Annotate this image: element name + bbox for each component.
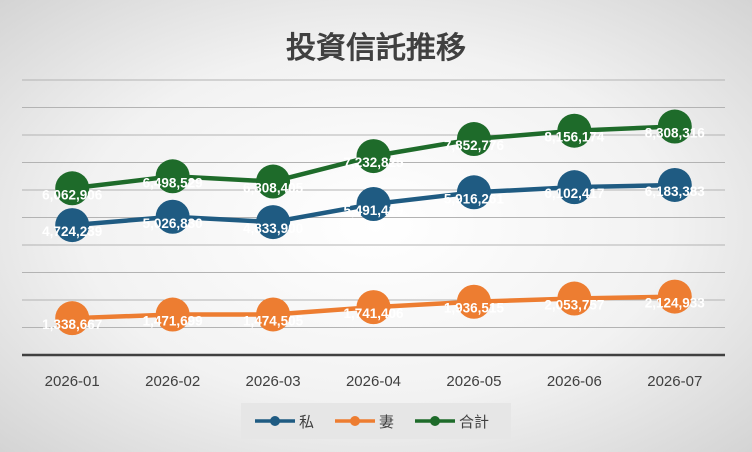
data-label: 6,102,417 — [544, 186, 604, 201]
chart-title: 投資信託推移 — [286, 31, 466, 66]
data-point — [557, 170, 592, 205]
x-tick-label: 2026-04 — [346, 373, 401, 390]
data-point — [155, 159, 190, 194]
data-label: 8,308,316 — [645, 126, 706, 141]
data-label: 6,498,529 — [143, 175, 203, 190]
data-point — [55, 208, 90, 243]
legend-label: 私 — [299, 413, 314, 431]
series-markers — [55, 109, 692, 336]
data-label: 1,338,667 — [42, 317, 102, 332]
data-label: 8,156,174 — [544, 130, 605, 145]
data-point — [657, 167, 692, 202]
data-point — [356, 290, 391, 325]
legend-label: 合計 — [459, 413, 489, 431]
legend-marker-swatch — [430, 416, 440, 426]
data-point — [657, 279, 692, 314]
data-point — [456, 122, 491, 157]
data-label: 4,724,239 — [42, 224, 102, 239]
data-label: 2,053,757 — [544, 298, 604, 313]
data-point — [657, 109, 692, 144]
data-label: 5,491,419 — [343, 203, 403, 218]
data-label: 1,471,699 — [143, 314, 203, 329]
data-label: 1,474,505 — [243, 313, 304, 328]
data-label: 1,936,515 — [444, 301, 505, 316]
data-point — [557, 113, 592, 148]
x-tick-label: 2026-07 — [647, 373, 702, 390]
legend-marker-swatch — [270, 416, 280, 426]
x-tick-label: 2026-01 — [45, 373, 100, 390]
data-labels: 4,724,239 5,026,830 4,833,900 5,491,419 5,91… — [42, 126, 705, 333]
data-point — [456, 175, 491, 210]
data-point — [256, 164, 291, 199]
data-point — [356, 139, 391, 174]
data-label: 5,916,261 — [444, 191, 505, 206]
data-point — [55, 301, 90, 336]
data-label: 7,852,776 — [444, 138, 505, 153]
x-tick-label: 2026-06 — [547, 373, 602, 390]
data-point — [155, 199, 190, 234]
x-tick-label: 2026-05 — [446, 373, 501, 390]
data-label: 5,026,830 — [143, 216, 203, 231]
data-point — [55, 171, 90, 206]
data-label: 7,232,825 — [343, 155, 404, 170]
data-label: 6,062,906 — [42, 187, 103, 202]
legend: 私 妻 合計 — [241, 403, 511, 439]
data-label: 4,833,900 — [243, 221, 303, 236]
data-point — [356, 186, 391, 221]
x-axis: 2026-01 2026-02 2026-03 2026-04 2026-05 2026-… — [22, 353, 725, 390]
x-tick-label: 2026-03 — [246, 373, 301, 390]
x-tick-label: 2026-02 — [145, 373, 200, 390]
data-point — [155, 297, 190, 332]
legend-label: 妻 — [379, 413, 394, 431]
data-label: 6,183,383 — [645, 184, 706, 199]
legend-marker-swatch — [350, 416, 360, 426]
data-point — [256, 205, 291, 240]
data-point — [557, 281, 592, 316]
data-label: 6,308,405 — [243, 181, 304, 196]
data-label: 2,124,933 — [645, 296, 706, 311]
data-point — [256, 297, 291, 332]
data-point — [456, 284, 491, 319]
data-label: 1,741,406 — [343, 306, 404, 321]
